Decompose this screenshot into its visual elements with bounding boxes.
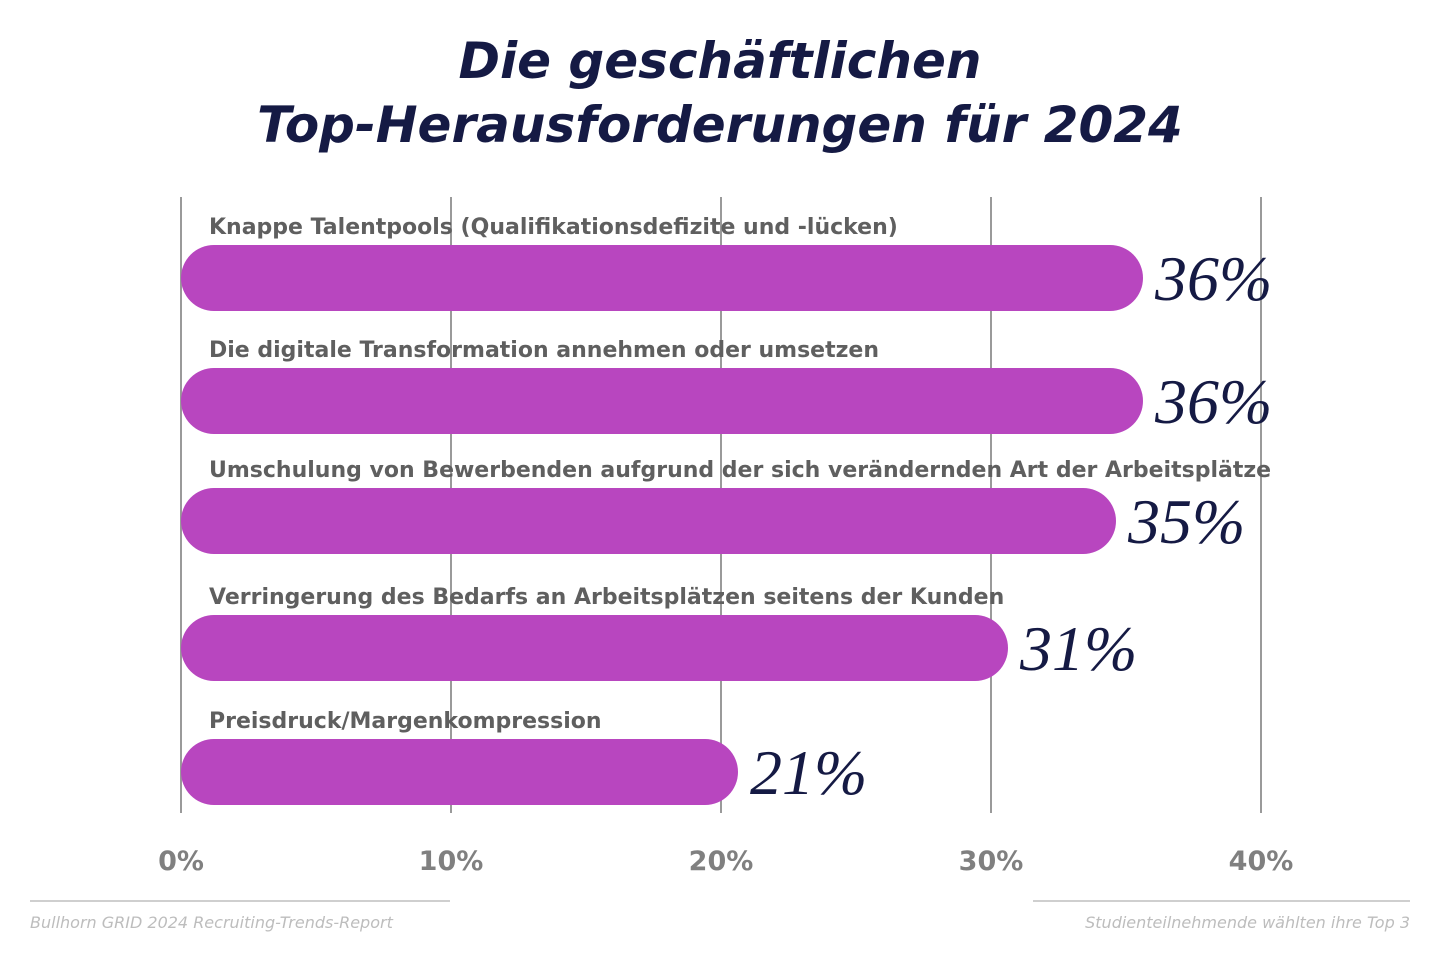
value-label: 35%: [1127, 486, 1245, 557]
value-label: 36%: [1154, 243, 1272, 314]
value-label: 31%: [1019, 613, 1137, 684]
bar: [181, 488, 1116, 554]
bar: [181, 368, 1143, 434]
category-label: Umschulung von Bewerbenden aufgrund der …: [209, 458, 1271, 483]
x-tick-label: 30%: [959, 846, 1024, 877]
chart-title-line-2: Top-Herausforderungen für 2024: [257, 96, 1183, 154]
x-tick-label: 0%: [158, 846, 204, 877]
bar: [181, 739, 738, 805]
category-label: Knappe Talentpools (Qualifikationsdefizi…: [209, 215, 898, 240]
chart-title-line-1: Die geschäftlichen: [458, 32, 981, 90]
category-label: Preisdruck/Margenkompression: [209, 709, 602, 734]
category-label: Die digitale Transformation annehmen ode…: [209, 338, 879, 363]
bar: [181, 245, 1143, 311]
value-label: 21%: [750, 737, 867, 808]
value-label: 36%: [1154, 366, 1272, 437]
x-tick-label: 10%: [419, 846, 484, 877]
x-tick-label: 20%: [689, 846, 754, 877]
bar: [181, 615, 1008, 681]
footer-note: Studienteilnehmende wählten ihre Top 3: [1085, 913, 1410, 932]
category-label: Verringerung des Bedarfs an Arbeitsplätz…: [209, 585, 1004, 610]
footer-source: Bullhorn GRID 2024 Recruiting-Trends-Rep…: [30, 913, 394, 932]
x-tick-label: 40%: [1229, 846, 1294, 877]
